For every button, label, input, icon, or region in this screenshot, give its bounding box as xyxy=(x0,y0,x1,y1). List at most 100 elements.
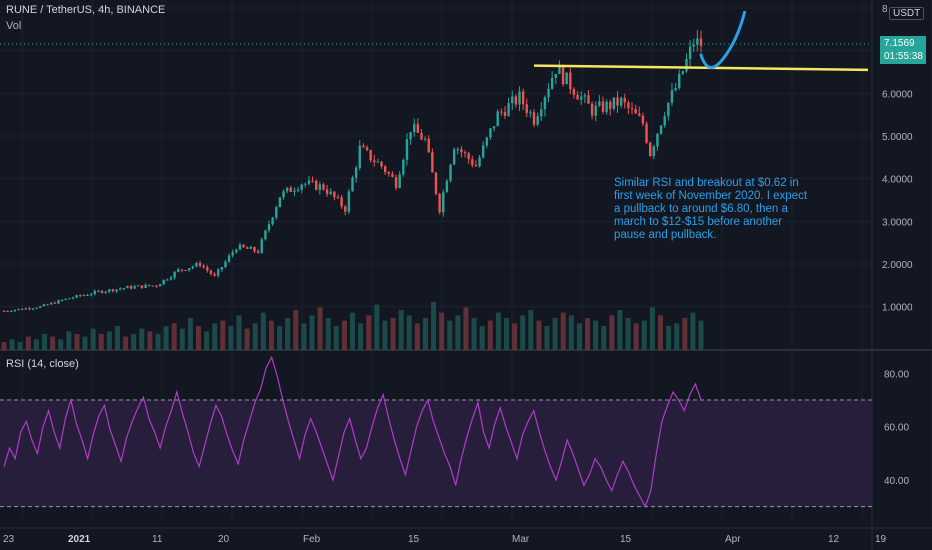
candle xyxy=(293,190,296,192)
candle xyxy=(235,249,238,253)
volume-bar xyxy=(666,326,672,350)
volume-bar xyxy=(617,310,623,350)
candle xyxy=(209,270,213,274)
candle xyxy=(598,101,601,106)
last-price-badge: 7.1569 xyxy=(880,36,926,51)
volume-bar xyxy=(439,312,445,350)
candle xyxy=(140,285,144,288)
candle xyxy=(558,65,561,74)
candle xyxy=(300,184,303,190)
candle xyxy=(456,149,459,151)
candle xyxy=(89,294,93,296)
rsi-label: RSI (14, close) xyxy=(6,358,79,370)
candle xyxy=(612,97,616,109)
candle xyxy=(10,311,13,313)
volume-bar xyxy=(503,318,509,350)
candle xyxy=(97,290,100,292)
candle xyxy=(594,105,597,116)
candle xyxy=(383,166,387,173)
candle xyxy=(630,108,634,110)
volume-bar xyxy=(74,334,80,350)
volume-bar xyxy=(1,342,7,350)
candle xyxy=(246,247,249,249)
price-tick-label: 8 xyxy=(882,4,888,15)
candle xyxy=(231,252,234,256)
candle xyxy=(340,197,343,207)
projection-curve xyxy=(699,10,747,69)
volume-bar xyxy=(196,326,202,350)
price-tick-label: 6.0000 xyxy=(882,89,913,100)
volume-bar xyxy=(568,315,574,350)
candle xyxy=(307,180,311,184)
volume-bar xyxy=(609,315,615,350)
candle xyxy=(507,103,510,116)
price-tick-label: 5.0000 xyxy=(882,132,913,143)
resistance-line xyxy=(534,64,869,72)
candle xyxy=(24,308,27,310)
volume-bar xyxy=(106,331,112,350)
candle xyxy=(688,46,692,59)
candle xyxy=(402,159,405,175)
time-tick-label: 19 xyxy=(875,534,887,545)
rsi-axis: 80.00 60.00 40.00 xyxy=(884,369,909,487)
candle xyxy=(311,180,314,182)
volume-bar xyxy=(520,315,526,350)
candle xyxy=(137,285,140,287)
volume-bar xyxy=(528,310,534,350)
candle xyxy=(362,145,365,148)
volume-bar xyxy=(114,326,120,350)
volume-bar xyxy=(228,326,234,350)
candle xyxy=(569,72,572,90)
candle xyxy=(358,145,361,168)
volume-bar xyxy=(220,320,226,350)
candle xyxy=(344,206,347,212)
candle xyxy=(547,88,550,98)
candle xyxy=(278,197,282,208)
volume-bars xyxy=(1,302,704,350)
candle xyxy=(481,145,485,158)
candle xyxy=(627,102,630,109)
volume-bar xyxy=(98,334,104,350)
price-tick-label: 2.0000 xyxy=(882,260,913,271)
volume-bar xyxy=(33,339,39,350)
volume-bar xyxy=(171,323,177,350)
candle xyxy=(605,101,608,112)
candle xyxy=(31,308,35,310)
volume-bar xyxy=(187,318,193,350)
candle xyxy=(391,173,394,178)
candle xyxy=(42,304,46,307)
volume-bar xyxy=(585,318,591,350)
candle xyxy=(238,244,242,250)
candle xyxy=(511,96,514,104)
candle xyxy=(184,270,187,272)
candle xyxy=(351,177,354,192)
candle xyxy=(550,77,554,89)
candle xyxy=(601,101,605,112)
candle xyxy=(467,153,470,160)
volume-bar xyxy=(601,326,607,350)
currency-badge[interactable]: USDT xyxy=(889,7,925,20)
volume-bar xyxy=(374,304,380,350)
volume-bar xyxy=(179,328,185,350)
time-tick-label: Mar xyxy=(512,534,530,545)
candle xyxy=(536,116,539,125)
time-axis: 23 2021 11 20 Feb 15 Mar 15 Apr 12 19 xyxy=(3,534,887,545)
candle xyxy=(380,161,383,167)
candle xyxy=(46,304,49,306)
volume-bar xyxy=(341,320,347,350)
volume-bar xyxy=(431,302,437,350)
candle xyxy=(118,288,122,290)
volume-bar xyxy=(633,323,639,350)
candle xyxy=(198,263,202,266)
candle xyxy=(104,291,107,293)
candle xyxy=(409,131,412,140)
volume-bar xyxy=(398,310,404,350)
candle xyxy=(431,152,434,173)
candle xyxy=(75,295,78,298)
candle xyxy=(645,123,648,143)
rsi-band xyxy=(0,400,872,507)
candle xyxy=(652,146,656,157)
candle xyxy=(438,193,441,213)
volume-bar xyxy=(414,323,420,350)
